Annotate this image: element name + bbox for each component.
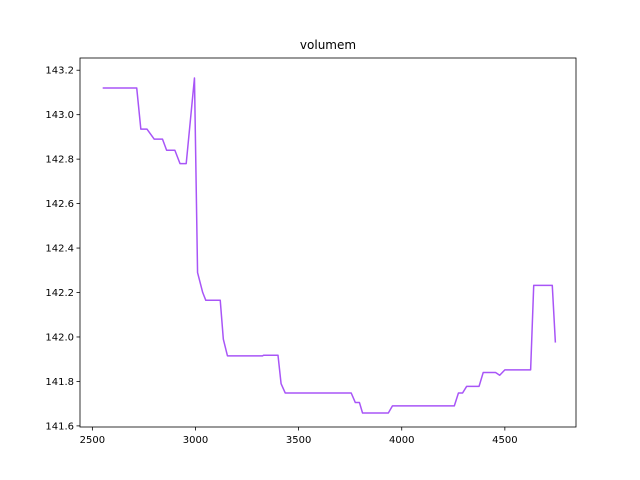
chart-title: volumem (300, 38, 356, 52)
y-tick-label: 142.2 (45, 288, 74, 299)
x-tick-label: 2500 (80, 435, 105, 446)
plot-frame (79, 57, 577, 428)
x-tick-label: 4500 (492, 435, 517, 446)
series-line-0 (102, 77, 557, 414)
x-tick-label: 3000 (183, 435, 208, 446)
y-tick-label: 142.8 (45, 155, 74, 166)
y-tick-label: 142.4 (45, 244, 74, 255)
y-tick-label: 141.8 (45, 377, 74, 388)
y-tick-label: 143.2 (45, 66, 74, 77)
x-tick-label: 4000 (389, 435, 414, 446)
y-axis: 141.6 141.8 142.0 142.2 142.4 142.6 142.8 143.0… (45, 66, 80, 432)
y-tick-label: 143.0 (45, 110, 74, 121)
plot-area (102, 77, 557, 414)
y-tick-label: 142.0 (45, 332, 74, 343)
y-tick-label: 142.6 (45, 199, 74, 210)
x-axis: 2500 3000 3500 4000 4500 (80, 427, 518, 446)
x-tick-label: 3500 (286, 435, 311, 446)
y-tick-label: 141.6 (45, 421, 74, 432)
